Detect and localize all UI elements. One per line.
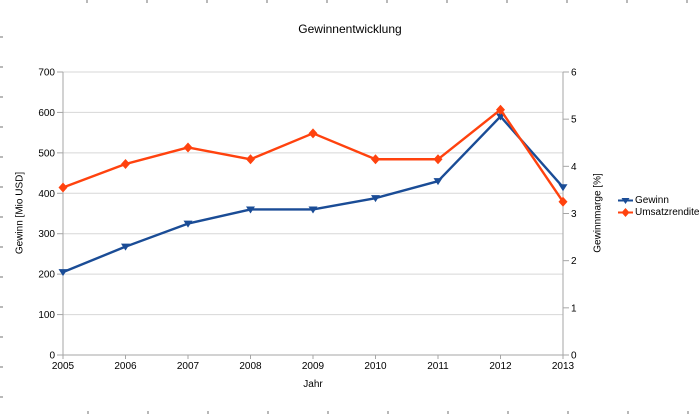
- left-axis-tick-label: 300: [38, 229, 55, 240]
- right-axis-tick-label: 1: [571, 303, 577, 314]
- series-marker-1: [558, 196, 568, 207]
- series-line-0: [62, 115, 564, 274]
- series-marker-0: [308, 206, 318, 214]
- legend-label-umsatzrendite: Umsatzrendite: [635, 207, 700, 218]
- series-marker-1: [308, 128, 318, 139]
- right-axis-tick-label: 3: [571, 209, 577, 220]
- series-marker-0: [496, 113, 505, 121]
- series-marker-1: [496, 104, 505, 115]
- series-marker-1: [371, 154, 380, 165]
- legend-marker-gewinn-icon: [618, 198, 633, 204]
- legend-item-umsatzrendite[interactable]: Umsatzrendite: [618, 207, 699, 218]
- chart-title: Gewinnentwicklung: [298, 22, 402, 36]
- x-axis-tick-label: 2008: [239, 361, 262, 372]
- legend-item-gewinn[interactable]: Gewinn: [618, 195, 699, 206]
- legend-marker-umsatzrendite-icon: [618, 208, 633, 217]
- series-marker-1: [246, 154, 255, 165]
- series-marker-1: [58, 182, 68, 193]
- series-marker-0: [121, 243, 130, 251]
- series-marker-0: [246, 206, 255, 214]
- left-axis-title: Gewinn [Mio USD]: [14, 171, 26, 255]
- left-axis-tick-label: 400: [38, 189, 55, 200]
- left-axis-tick-label: 200: [38, 270, 55, 281]
- x-axis-tick-label: 2010: [364, 361, 387, 372]
- series-line-1: [62, 108, 564, 203]
- series-marker-1: [183, 142, 193, 153]
- left-axis-tick-label: 600: [38, 108, 55, 119]
- x-axis-tick-label: 2009: [302, 361, 325, 372]
- left-axis-tick-label: 100: [38, 310, 55, 321]
- x-axis-title: Jahr: [303, 379, 323, 390]
- series-marker-1: [121, 158, 130, 169]
- right-axis-tick-label: 2: [571, 256, 577, 267]
- right-axis-tick-label: 0: [571, 351, 577, 362]
- series-marker-0: [58, 269, 68, 277]
- left-axis-tick-label: 500: [38, 148, 55, 159]
- right-axis-tick-label: 4: [571, 162, 577, 173]
- series-marker-0: [558, 184, 568, 192]
- series-marker-1: [433, 154, 443, 165]
- series-marker-0: [433, 178, 443, 186]
- legend-label-gewinn: Gewinn: [635, 195, 669, 206]
- x-axis-tick-label: 2007: [177, 361, 200, 372]
- right-axis-tick-label: 5: [571, 115, 577, 126]
- right-axis-title: Gewinnmarge [%]: [592, 173, 604, 253]
- left-axis-tick-label: 700: [38, 68, 55, 79]
- right-axis-tick-label: 6: [571, 68, 577, 79]
- series-marker-0: [371, 195, 380, 203]
- x-axis-tick-label: 2011: [427, 361, 449, 372]
- x-axis-tick-label: 2006: [114, 361, 137, 372]
- legend[interactable]: Gewinn Umsatzrendite: [618, 195, 699, 219]
- x-axis-tick-label: 2012: [489, 361, 512, 372]
- x-axis-tick-label: 2005: [52, 361, 75, 372]
- x-axis-tick-label: 2013: [552, 361, 575, 372]
- series-marker-0: [183, 220, 193, 228]
- left-axis-tick-label: 0: [49, 351, 55, 362]
